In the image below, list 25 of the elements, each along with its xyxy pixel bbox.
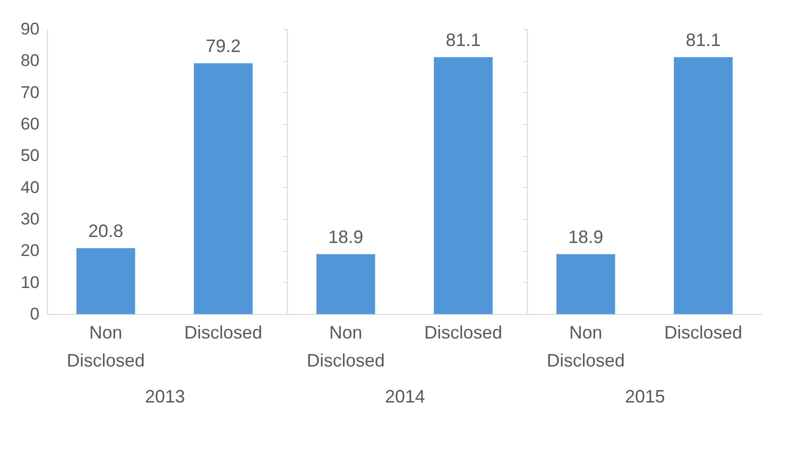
x-tick-label: Disclosed [424, 322, 502, 342]
data-label: 79.2 [206, 36, 241, 56]
y-tick-label: 0 [30, 304, 40, 324]
data-label: 18.9 [328, 227, 364, 248]
y-tick-label: 10 [20, 272, 40, 292]
x-axis-title: 2013 [144, 386, 186, 406]
y-tick-label: 40 [20, 178, 40, 197]
y-tick-label: 60 [20, 114, 40, 134]
x-tick-label: Disclosed [184, 322, 262, 342]
x-tick-label: Disclosed [664, 322, 742, 342]
x-axis-title: 2015 [624, 386, 666, 406]
data-label: 81.1 [686, 30, 721, 50]
y-tick-label: 90 [20, 20, 40, 38]
x-tick-label: Non Disclosed [66, 322, 145, 370]
data-label: 81.1 [446, 30, 481, 50]
data-label: 20.8 [88, 221, 124, 242]
x-tick-label: Non Disclosed [306, 322, 385, 370]
y-tick-label: 80 [20, 51, 40, 70]
x-tick-label: Non Disclosed [546, 322, 625, 370]
y-tick-label: 50 [20, 146, 40, 166]
y-tick-label: 30 [20, 210, 40, 228]
y-tick-label: 70 [20, 82, 40, 102]
y-tick-label: 20 [20, 241, 40, 260]
data-label: 18.9 [568, 227, 604, 248]
x-axis-title: 2014 [384, 386, 426, 406]
